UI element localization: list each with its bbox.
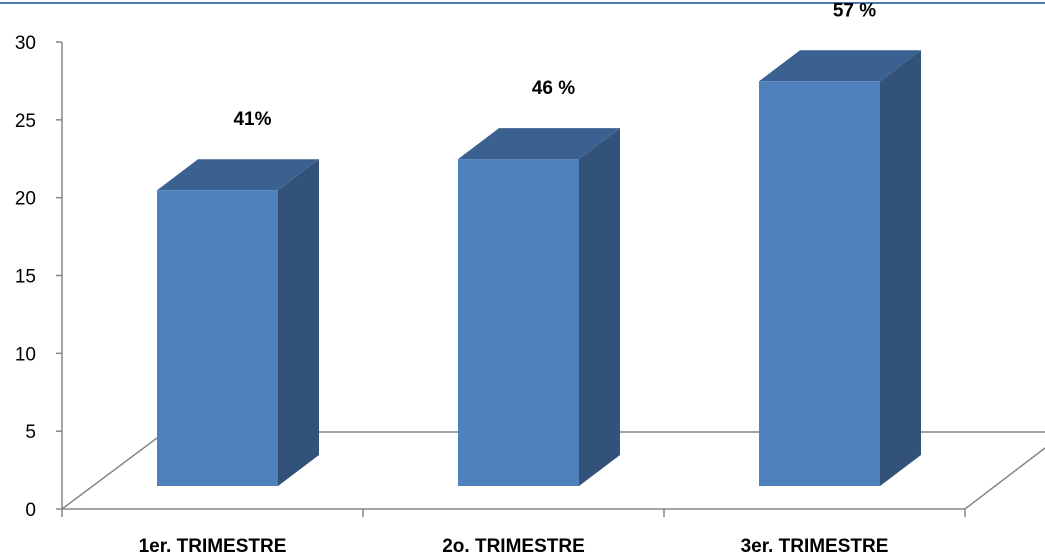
bar-side (278, 159, 319, 486)
bar: 41% (157, 109, 319, 486)
bar: 57 % (759, 0, 921, 487)
x-axis-labels: 1er. TRIMESTRE 2o. TRIMESTRE 3er. TRIMESTR… (61, 509, 966, 555)
y-axis-ticks: 0 5 10 15 20 25 30 (15, 33, 62, 521)
bar-top (759, 50, 921, 82)
y-tick-label: 15 (15, 267, 36, 288)
y-tick-label: 0 (25, 500, 36, 521)
bars: 41% 46 % 57 % (157, 0, 921, 487)
bar-top (458, 128, 620, 160)
x-category-label: 3er. TRIMESTRE (741, 536, 889, 555)
floor-right-edge (964, 447, 1045, 510)
bar-side (579, 128, 620, 486)
bar-front (759, 81, 880, 487)
bar-top (157, 159, 319, 191)
data-label: 57 % (833, 0, 876, 21)
x-category-label: 2o. TRIMESTRE (442, 536, 585, 555)
y-tick-label: 20 (15, 189, 36, 210)
y-tick-label: 25 (15, 111, 36, 132)
y-tick-label: 30 (15, 33, 36, 54)
data-label: 46 % (532, 78, 575, 99)
bar-front (157, 190, 278, 486)
y-tick-label: 10 (15, 344, 36, 365)
bar-front (458, 159, 579, 486)
x-category-label: 1er. TRIMESTRE (139, 536, 287, 555)
y-tick-label: 5 (25, 422, 36, 443)
bar: 46 % (458, 78, 620, 486)
bar-side (880, 50, 921, 487)
data-label: 41% (233, 109, 271, 130)
